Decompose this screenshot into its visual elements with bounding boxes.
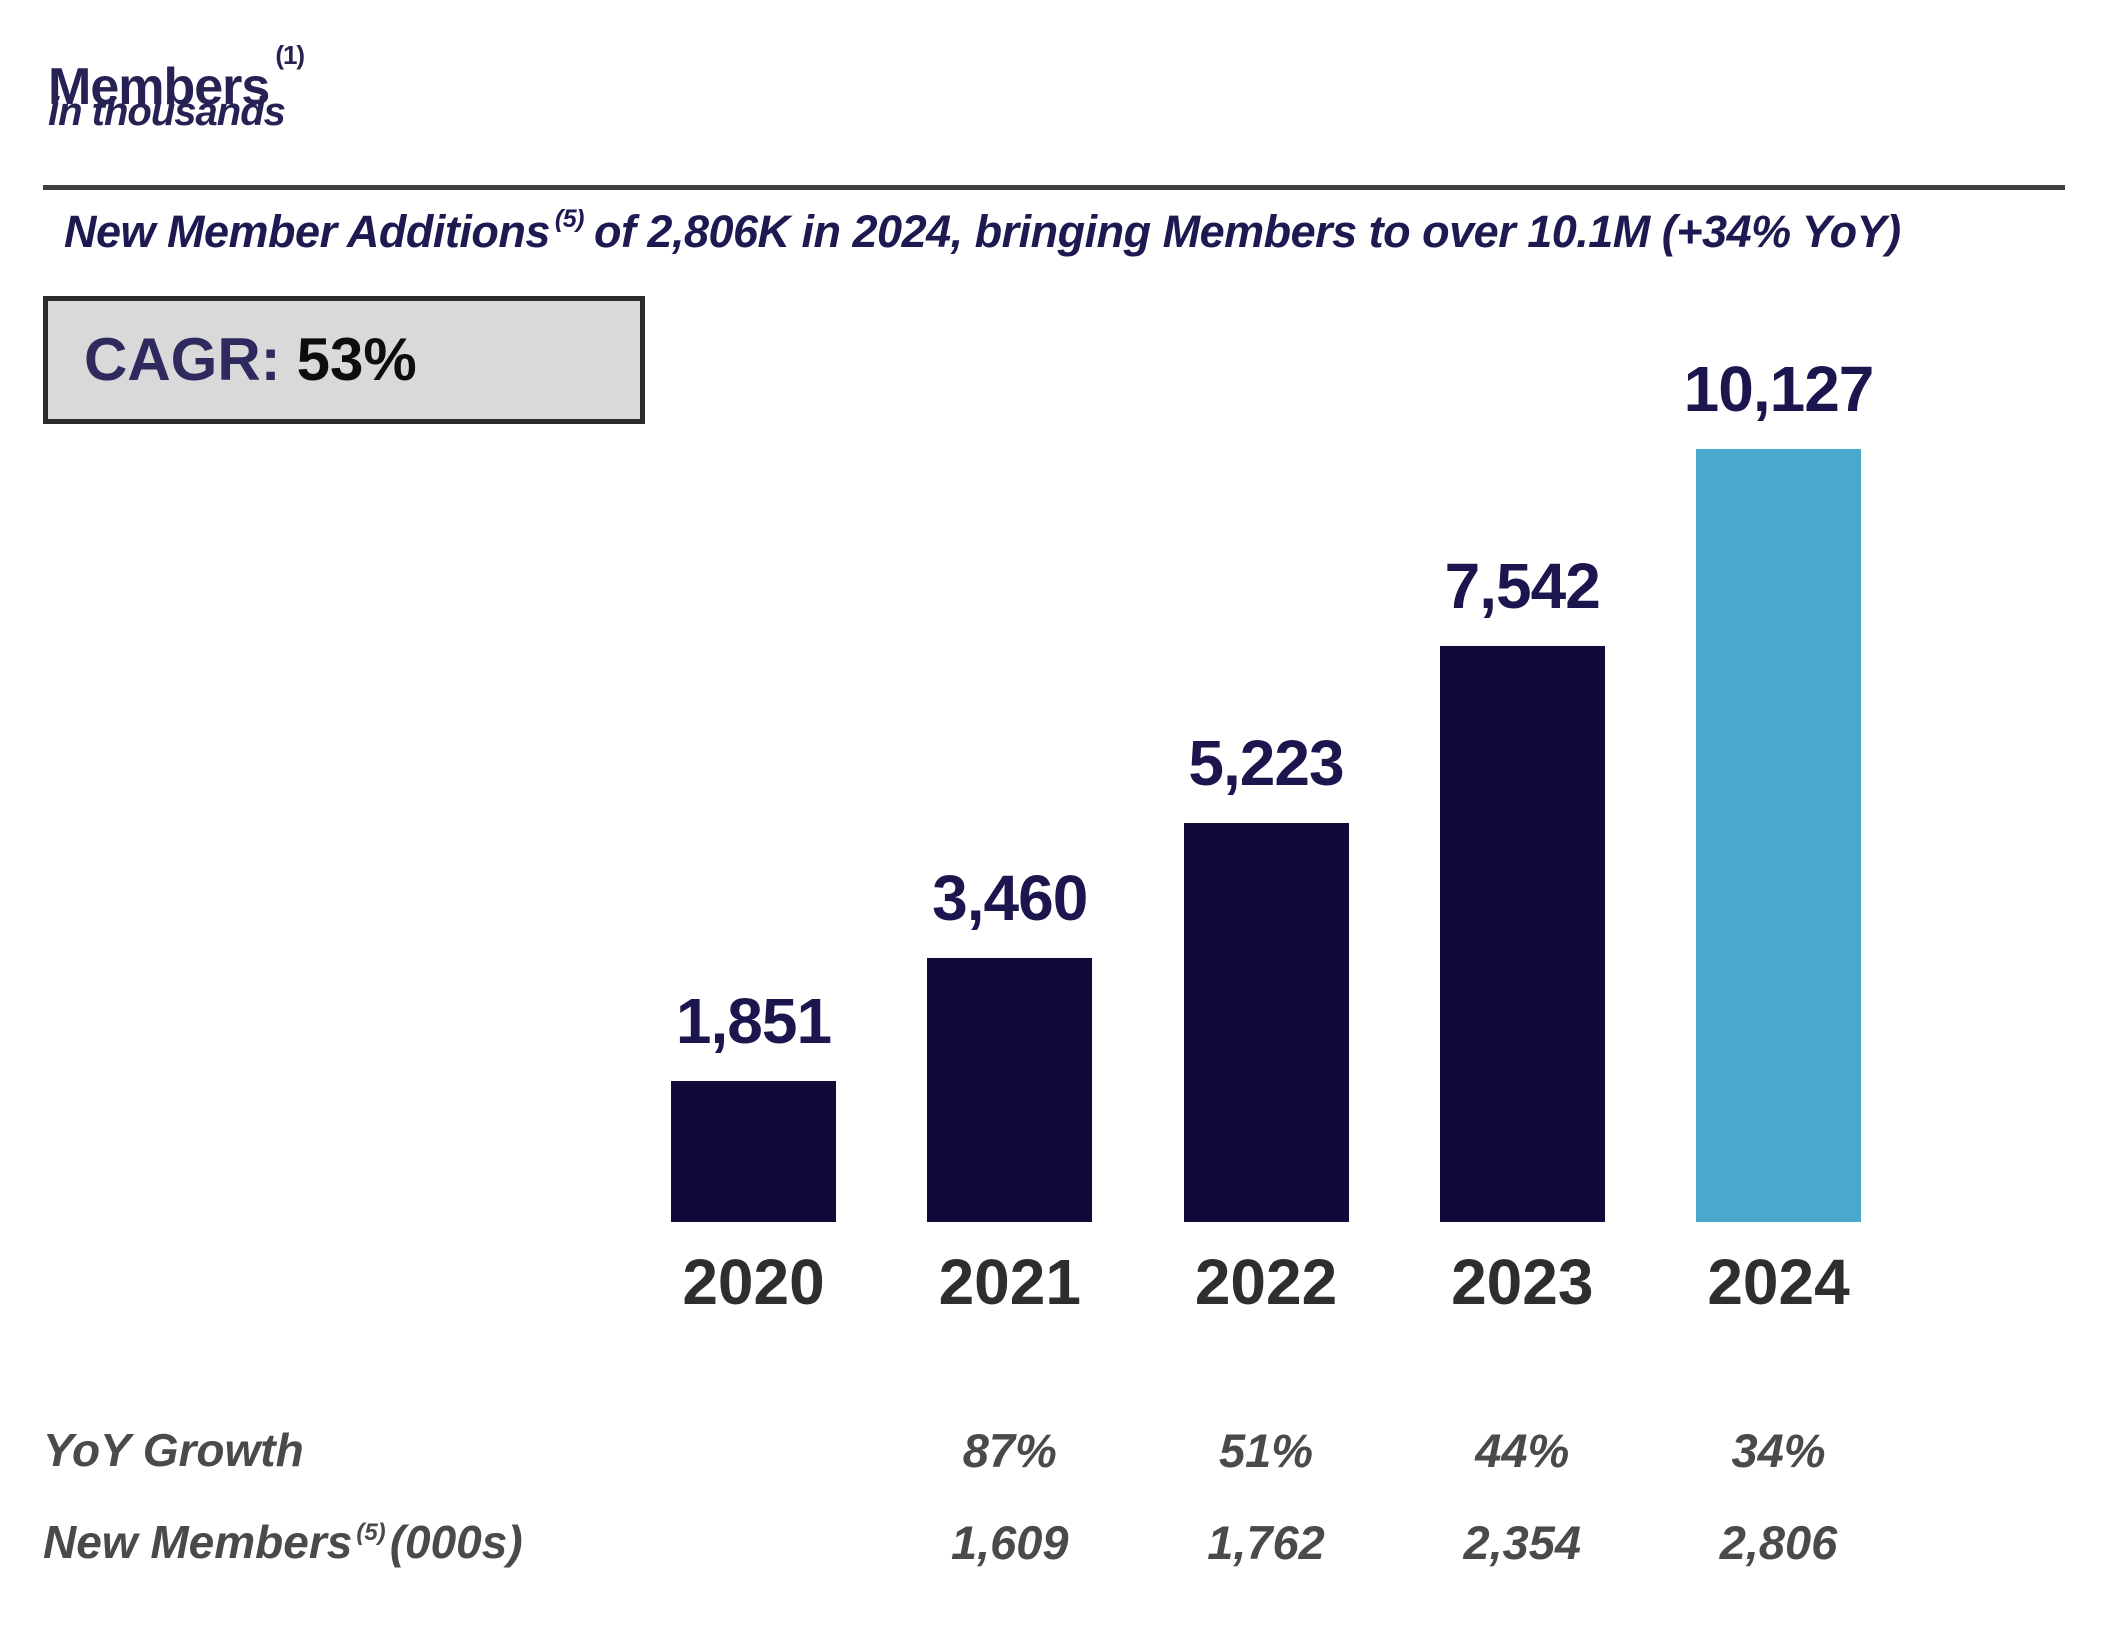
unit-note: in thousands: [48, 90, 286, 134]
highlight-statement: New Member Additions (5) of 2,806K in 2024…: [64, 204, 2074, 260]
x-axis-label-2020: 2020: [682, 1246, 825, 1318]
bar-2023: [1439, 646, 1605, 1222]
highlight-footnote-marker: (5): [554, 205, 585, 233]
page-title: Members(1): [48, 42, 305, 116]
row-footnote-marker: (5): [356, 1519, 386, 1546]
table-value-2024-row1: 2,806: [1719, 1516, 1838, 1569]
table-value-2023-row0: 44%: [1475, 1424, 1570, 1477]
table-value-2022-row0: 51%: [1218, 1424, 1314, 1477]
table-value-2024-row0: 34%: [1731, 1424, 1826, 1477]
table-row-label-1: New Members (5)(000s): [43, 1516, 523, 1569]
bar-value-label-2022: 5,223: [1188, 727, 1344, 800]
row-label-suffix: (000s): [389, 1516, 523, 1568]
cagr-value: 53%: [296, 326, 417, 393]
x-axis-label-2024: 2024: [1707, 1246, 1850, 1318]
bar-2024: [1696, 449, 1861, 1222]
x-axis-label-2023: 2023: [1451, 1246, 1594, 1318]
bar-value-label-2024: 10,127: [1683, 353, 1875, 425]
row-label-text: YoY Growth: [43, 1424, 304, 1476]
x-axis-label-2022: 2022: [1194, 1246, 1338, 1318]
bar-value-label-2021: 3,460: [932, 861, 1088, 934]
x-axis-label-2021: 2021: [938, 1246, 1081, 1318]
bar-2022: [1183, 823, 1349, 1222]
highlight-lead: New Member Additions: [64, 206, 550, 257]
highlight-body: of 2,806K in 2024, bringing Members to o…: [593, 206, 1650, 257]
table-value-2022-row1: 1,762: [1207, 1516, 1325, 1569]
table-value-2021-row0: 87%: [962, 1424, 1057, 1477]
title-footnote-marker: (1): [275, 39, 305, 70]
row-label-text: New Members: [43, 1516, 353, 1568]
bar-2021: [927, 957, 1093, 1222]
table-value-2021-row1: 1,609: [950, 1516, 1069, 1569]
table-value-2023-row1: 2,354: [1463, 1516, 1582, 1569]
bar-value-label-2020: 1,851: [675, 984, 832, 1057]
header-divider: [43, 185, 2065, 190]
cagr-label: CAGR:: [84, 326, 281, 393]
cagr-badge: CAGR: 53%: [43, 296, 645, 424]
table-row-label-0: YoY Growth: [43, 1424, 304, 1477]
bar-2020: [671, 1080, 836, 1222]
highlight-yoy-note: (+34% YoY): [1661, 206, 1901, 257]
page-title-text: Members: [48, 57, 270, 116]
bar-value-label-2023: 7,542: [1444, 550, 1601, 623]
